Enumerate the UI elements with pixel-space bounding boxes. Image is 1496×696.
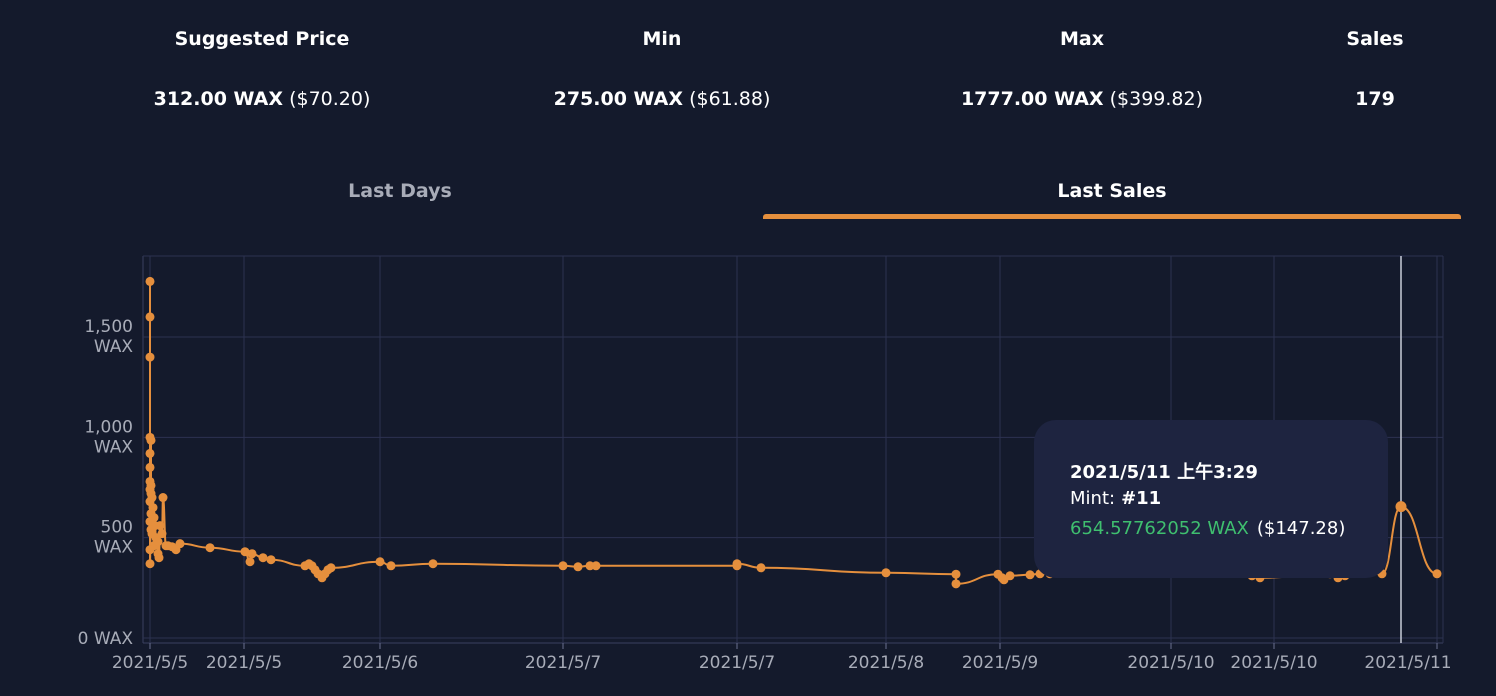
data-point (428, 559, 438, 569)
data-point (997, 573, 1007, 583)
data-point (154, 553, 164, 563)
suggested-price-value: 312.00 WAX ($70.20) (112, 88, 412, 110)
data-point (240, 547, 250, 557)
data-point (732, 559, 742, 569)
x-tick-label: 2021/5/11 (1364, 653, 1451, 673)
x-tick-label: 2021/5/5 (112, 653, 188, 673)
tooltip-mint-value: #11 (1121, 488, 1162, 509)
y-tick-label: 0 WAX (78, 629, 134, 649)
data-point (155, 521, 165, 531)
x-tick-label: 2021/5/5 (206, 653, 282, 673)
data-point (1395, 501, 1407, 513)
data-point (145, 545, 155, 555)
y-tick-label: 1,500 WAX (84, 317, 133, 357)
chart-tooltip: 2021/5/11 上午3:29 Mint: #11 654.57762052 W… (1034, 420, 1388, 578)
data-point (591, 561, 601, 571)
x-tick-label: 2021/5/10 (1127, 653, 1214, 673)
x-tick-label: 2021/5/8 (848, 653, 924, 673)
tooltip-mint-label: Mint: (1070, 488, 1116, 509)
y-tick-label: 500 WAX (94, 518, 134, 558)
data-point (145, 312, 155, 322)
tab-last-days[interactable]: Last Days (348, 180, 452, 202)
data-point (326, 563, 336, 573)
suggested-price-label: Suggested Price (174, 28, 350, 50)
data-point (205, 543, 215, 553)
tooltip-date: 2021/5/11 上午3:29 (1070, 462, 1258, 483)
data-point (163, 541, 173, 551)
data-point (1025, 570, 1035, 580)
active-tab-indicator (763, 214, 1461, 219)
tooltip-mint: Mint: #11 (1070, 488, 1161, 509)
data-point (158, 493, 168, 503)
data-point (1005, 571, 1015, 581)
data-point (951, 579, 961, 589)
data-point (375, 557, 385, 567)
data-point (951, 569, 961, 579)
max-usd: ($399.82) (1109, 88, 1204, 110)
data-point (247, 549, 257, 559)
tab-last-sales[interactable]: Last Sales (1057, 180, 1167, 202)
max-wax: 1777.00 WAX (960, 88, 1104, 110)
data-point (258, 553, 268, 563)
data-point (157, 529, 167, 539)
x-tick-label: 2021/5/9 (962, 653, 1038, 673)
data-point (145, 352, 155, 362)
max-value: 1777.00 WAX ($399.82) (932, 88, 1232, 110)
sales-label: Sales (1346, 28, 1404, 50)
data-point (153, 537, 163, 547)
data-point (146, 435, 156, 445)
suggested-price-wax: 312.00 WAX (153, 88, 284, 110)
tooltip-price: 654.57762052 WAX ($147.28) (1070, 518, 1345, 539)
min-value: 275.00 WAX ($61.88) (512, 88, 812, 110)
data-point (266, 555, 276, 565)
data-point (1432, 569, 1442, 579)
tooltip-usd: ($147.28) (1256, 518, 1346, 539)
suggested-price-usd: ($70.20) (289, 88, 371, 110)
sales-value: 179 (1225, 88, 1496, 110)
y-tick-label: 1,000 WAX (84, 417, 133, 457)
max-label: Max (1060, 28, 1104, 50)
data-point (145, 276, 155, 286)
data-point (245, 557, 255, 567)
data-point (145, 559, 155, 569)
data-point (145, 448, 155, 458)
data-point (756, 563, 766, 573)
min-usd: ($61.88) (689, 88, 771, 110)
x-tick-label: 2021/5/6 (342, 653, 418, 673)
x-tick-label: 2021/5/7 (525, 653, 601, 673)
x-tick-label: 2021/5/10 (1230, 653, 1317, 673)
data-point (386, 561, 396, 571)
data-point (573, 562, 583, 572)
sales-count: 179 (1355, 88, 1395, 110)
data-point (558, 561, 568, 571)
tooltip-wax: 654.57762052 WAX (1070, 518, 1249, 539)
min-wax: 275.00 WAX (553, 88, 684, 110)
min-label: Min (642, 28, 682, 50)
data-point (145, 462, 155, 472)
data-point (881, 568, 891, 578)
data-point (171, 545, 181, 555)
x-tick-label: 2021/5/7 (699, 653, 775, 673)
